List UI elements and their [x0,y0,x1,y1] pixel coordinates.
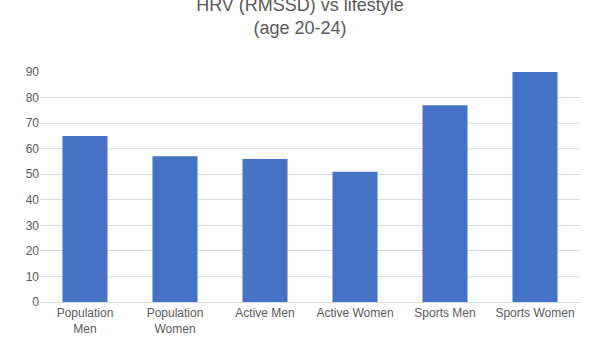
svg-text:Sports Women: Sports Women [495,306,574,320]
svg-text:Active Men: Active Men [235,306,294,320]
svg-text:0: 0 [32,295,39,309]
svg-text:PopulationWomen: PopulationWomen [147,306,204,336]
svg-text:PopulationMen: PopulationMen [57,306,114,336]
svg-text:70: 70 [26,116,40,130]
svg-text:20: 20 [26,244,40,258]
svg-text:90: 90 [26,65,40,79]
svg-text:Active Women: Active Women [316,306,393,320]
svg-text:80: 80 [26,91,40,105]
svg-text:Sports Men: Sports Men [414,306,475,320]
svg-text:50: 50 [26,167,40,181]
svg-text:60: 60 [26,142,40,156]
svg-text:HRV (RMSSD) vs lifestyle(age 2: HRV (RMSSD) vs lifestyle(age 20-24) [196,0,404,38]
svg-text:10: 10 [26,270,40,284]
svg-text:30: 30 [26,219,40,233]
svg-text:40: 40 [26,193,40,207]
